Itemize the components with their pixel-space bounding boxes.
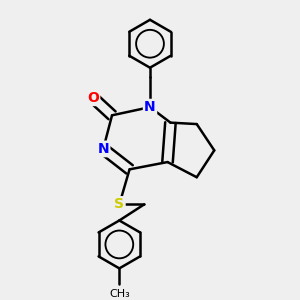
- Text: N: N: [144, 100, 156, 114]
- Text: N: N: [98, 142, 109, 156]
- Text: O: O: [87, 91, 99, 105]
- Text: S: S: [114, 197, 124, 212]
- Text: CH₃: CH₃: [109, 289, 130, 299]
